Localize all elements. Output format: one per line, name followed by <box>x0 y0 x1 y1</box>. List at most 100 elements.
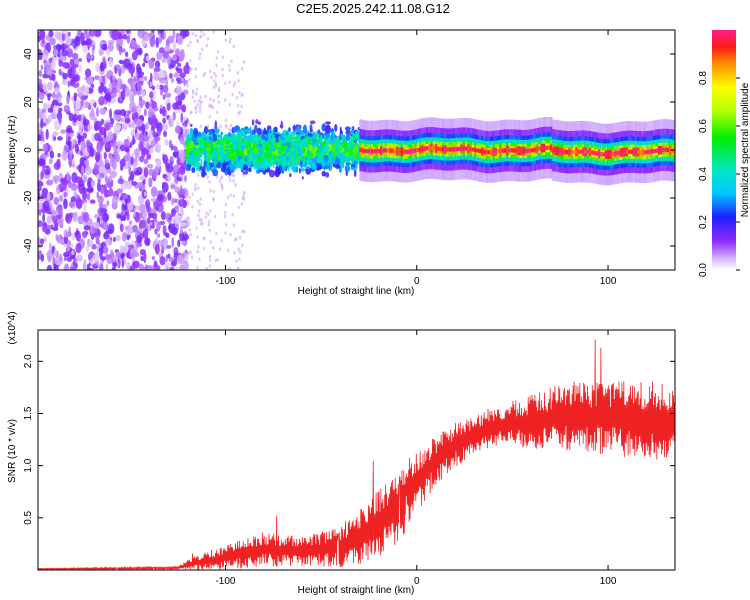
spectrogram-cell <box>389 148 392 153</box>
spectrogram-cell <box>173 214 181 220</box>
spectrogram-cell <box>288 137 294 142</box>
spectrogram-cell <box>226 195 230 200</box>
spectrogram-cell <box>130 181 138 186</box>
spectrogram-cell <box>300 164 304 168</box>
spectrogram-cell <box>217 100 221 104</box>
spectrogram-cell <box>229 137 234 142</box>
spectrogram-cell <box>187 43 190 48</box>
spectrogram-cell <box>237 111 240 116</box>
spectrogram-cell <box>65 213 73 224</box>
spectrogram-cell <box>232 44 235 49</box>
spectrogram-cell <box>325 171 330 178</box>
spectrogram-cell <box>165 244 172 249</box>
spectrogram-cell <box>116 188 123 194</box>
spectrogram-cell <box>179 49 185 60</box>
spectrogram-cell <box>234 183 237 187</box>
spectrogram-cell <box>607 152 610 157</box>
spectrogram-cell <box>62 251 70 258</box>
spectrogram-cell <box>109 156 115 168</box>
spectrogram-cell <box>126 34 131 44</box>
spectrogram-cell <box>200 99 203 104</box>
spectrogram-cell <box>161 57 167 63</box>
spectrogram-cell <box>38 88 44 94</box>
spectrogram-cell <box>248 167 252 173</box>
spectrogram-cell <box>166 164 174 173</box>
spectrogram-cell <box>146 163 154 169</box>
spectrogram-cell <box>122 204 128 211</box>
spectrogram-cell <box>614 151 617 156</box>
spectrogram-cell <box>162 94 166 100</box>
spectrogram-cell <box>224 222 228 227</box>
spectrogram-cell <box>136 105 142 115</box>
spectrogram-cell <box>129 96 134 103</box>
spectrogram-cell <box>132 260 140 269</box>
spectrogram-cell <box>65 132 69 142</box>
spectrogram-cell <box>203 236 206 240</box>
spectrogram-cell <box>653 148 656 154</box>
spectrogram-cell <box>105 263 109 270</box>
spectrogram-cell <box>52 91 56 99</box>
spectrogram-cell <box>302 142 308 147</box>
spectrogram-cell <box>38 190 41 202</box>
spectrogram-cell <box>200 30 203 34</box>
y-tick-label: -20 <box>23 190 34 205</box>
spectrogram-cell <box>268 143 273 152</box>
spectrogram-cell <box>99 107 107 115</box>
spectrogram-cell <box>71 233 76 241</box>
spectrogram-cell <box>52 215 57 224</box>
spectrogram-cell <box>412 148 415 154</box>
spectrogram-cell <box>286 156 290 162</box>
spectrogram-cell <box>396 149 399 154</box>
spectrogram-cell <box>191 192 194 196</box>
spectrogram-cell <box>237 205 240 210</box>
spectrogram-cell <box>515 148 519 153</box>
spectrogram-cell <box>66 95 70 105</box>
spectrogram-cell <box>88 253 93 258</box>
spectrogram-cell <box>538 146 542 151</box>
spectrogram-cell <box>69 58 75 66</box>
spectrogram-cell <box>231 148 235 154</box>
spectrogram-cell <box>166 55 172 66</box>
spectrogram-cell <box>75 242 82 254</box>
spectrogram-cell <box>103 152 107 160</box>
spectrogram-cell <box>227 63 231 68</box>
spectrogram-cell <box>204 94 207 99</box>
spectrogram-cell <box>154 228 158 235</box>
spectrogram-cell <box>237 266 240 270</box>
spectrogram-cell <box>194 110 198 114</box>
spectrogram-cell <box>228 80 231 84</box>
spectrogram-cell <box>197 209 201 213</box>
spectrogram-cell <box>164 92 172 98</box>
spectrogram-cell <box>334 138 338 145</box>
spectrogram-cell <box>485 149 489 155</box>
spectrogram-cell <box>129 171 135 181</box>
spectrogram-cell <box>113 146 118 153</box>
spectrogram-cell <box>58 216 64 226</box>
spectrogram-cell <box>95 251 100 262</box>
spectrogram-cell <box>94 120 102 131</box>
spectrogram-cell <box>204 128 211 133</box>
spectrogram-cell <box>444 147 447 152</box>
spectrogram-cell <box>144 237 151 247</box>
spectrogram-cell <box>353 169 357 178</box>
spectrogram-cell <box>72 82 80 88</box>
spectrogram-cell <box>89 258 96 265</box>
spectrogram-cell <box>80 113 84 124</box>
spectrogram-region-onset <box>184 119 362 180</box>
spectrogram-cell <box>61 30 69 34</box>
spectrogram-cell <box>210 75 213 80</box>
spectrogram-cell <box>329 163 332 172</box>
spectrogram-cell <box>156 265 161 270</box>
spectrogram-cell <box>179 230 185 242</box>
spectrogram-cell <box>179 72 186 78</box>
spectrogram-cell <box>425 146 429 151</box>
spectrogram-cell <box>175 85 183 96</box>
spectrogram-cell <box>57 96 62 104</box>
spectrogram-cell <box>145 122 149 131</box>
spectrogram-cell <box>141 89 146 98</box>
spectrogram-cell <box>184 79 189 85</box>
spectrogram-cell <box>199 197 202 201</box>
spectrogram-cell <box>253 124 258 133</box>
snr-y-scale-label: (x10^4) <box>7 311 18 344</box>
spectrogram-cell <box>197 213 200 218</box>
